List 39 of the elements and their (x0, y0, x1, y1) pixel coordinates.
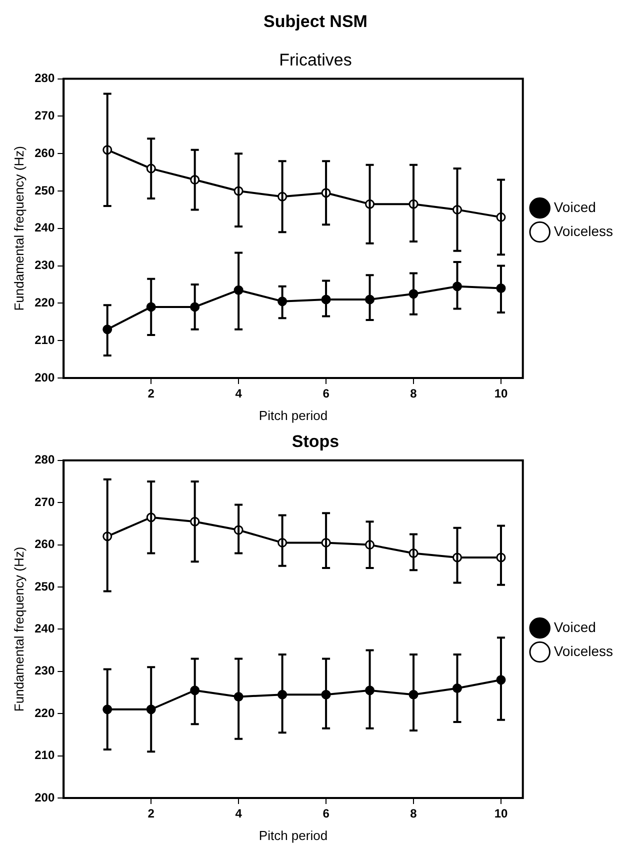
y-tick-label: 230 (34, 258, 55, 272)
chart-subtitle: Fricatives (279, 50, 352, 70)
x-tick-label: 4 (235, 806, 242, 821)
y-tick-label: 230 (34, 664, 55, 678)
x-axis-title: Pitch period (258, 828, 328, 843)
chart-title: Subject NSM (264, 12, 368, 31)
legend-label: Voiced (554, 618, 596, 635)
y-axis-title: Fundamental frequency (Hz) (11, 146, 26, 311)
y-tick-label: 270 (34, 108, 55, 123)
x-tick-label: 6 (322, 806, 330, 821)
x-tick-label: 6 (322, 386, 330, 401)
y-tick-label: 240 (34, 622, 55, 636)
y-tick-label: 240 (34, 220, 55, 235)
y-tick-label: 220 (34, 706, 55, 720)
y-tick-label: 280 (34, 452, 55, 467)
y-axis-title: Fundamental frequency (Hz) (11, 546, 26, 712)
legend-label: Voiceless (554, 222, 614, 239)
x-tick-label: 10 (494, 806, 508, 821)
legend-label: Voiceless (554, 642, 614, 659)
chart-title: Stops (292, 432, 340, 451)
y-tick-label: 270 (34, 494, 55, 509)
x-tick-label: 2 (148, 806, 155, 821)
y-tick-label: 200 (34, 790, 55, 804)
x-tick-label: 8 (410, 806, 418, 821)
x-tick-label: 4 (235, 386, 242, 401)
y-tick-label: 250 (34, 183, 55, 198)
y-tick-label: 210 (34, 332, 55, 347)
y-tick-label: 260 (34, 537, 55, 552)
legend-label: Voiced (554, 198, 596, 215)
y-tick-label: 220 (34, 296, 55, 310)
y-tick-label: 200 (34, 370, 55, 384)
x-tick-label: 10 (494, 386, 508, 401)
x-tick-label: 8 (410, 386, 418, 401)
y-tick-label: 250 (34, 579, 55, 594)
x-axis-title: Pitch period (258, 408, 328, 423)
x-tick-label: 2 (148, 386, 155, 401)
y-tick-label: 280 (34, 71, 55, 86)
y-tick-label: 260 (34, 146, 55, 160)
y-tick-label: 210 (34, 748, 55, 762)
